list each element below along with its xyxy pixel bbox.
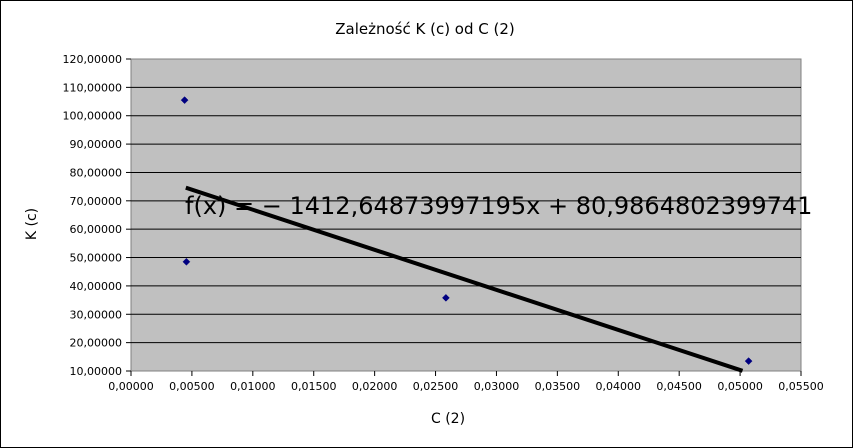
gridlines bbox=[131, 86, 801, 344]
x-tick-label: 0,00000 bbox=[108, 380, 154, 393]
y-axis-ticks: 10,00000 20,00000 30,00000 40,00000 50,00000… bbox=[63, 53, 131, 378]
x-tick-label: 0,04000 bbox=[596, 380, 642, 393]
x-tick-label: 0,02500 bbox=[413, 380, 459, 393]
y-tick-label: 100,00000 bbox=[63, 110, 123, 123]
y-tick-label: 40,00000 bbox=[70, 280, 123, 293]
x-tick-label: 0,04500 bbox=[656, 380, 702, 393]
data-points bbox=[180, 96, 753, 365]
y-axis-label: K (c) bbox=[24, 208, 40, 240]
y-tick-label: 20,00000 bbox=[70, 337, 123, 350]
x-tick-label: 0,05000 bbox=[717, 380, 763, 393]
y-tick-label: 80,00000 bbox=[70, 166, 123, 179]
plot-area bbox=[130, 58, 802, 372]
x-axis-ticks: 0,00000 0,00500 0,01000 0,01500 0,02000 0,025… bbox=[108, 371, 824, 393]
y-tick-label: 70,00000 bbox=[70, 195, 123, 208]
x-tick-label: 0,01500 bbox=[291, 380, 337, 393]
x-tick-label: 0,05500 bbox=[778, 380, 824, 393]
trendline-group bbox=[185, 185, 744, 373]
x-tick-label: 0,03500 bbox=[535, 380, 581, 393]
y-tick-label: 120,00000 bbox=[63, 53, 123, 66]
y-tick-label: 90,00000 bbox=[70, 138, 123, 151]
x-tick-label: 0,02000 bbox=[352, 380, 398, 393]
trendline-equation: f(x) = − 1412,64873997195x + 80,98648023… bbox=[185, 192, 812, 220]
data-point bbox=[180, 96, 189, 104]
x-tick-label: 0,00500 bbox=[169, 380, 215, 393]
data-point bbox=[744, 357, 753, 365]
y-tick-label: 50,00000 bbox=[70, 252, 123, 265]
data-point bbox=[182, 257, 191, 266]
y-tick-label: 10,00000 bbox=[70, 365, 123, 378]
chart-title: Zależność K (c) od C (2) bbox=[335, 20, 515, 38]
x-tick-label: 0,01000 bbox=[230, 380, 276, 393]
y-tick-label: 110,00000 bbox=[63, 81, 123, 94]
y-tick-label: 30,00000 bbox=[70, 308, 123, 321]
y-tick-label: 60,00000 bbox=[70, 223, 123, 236]
x-axis-label: C (2) bbox=[431, 411, 465, 427]
x-tick-label: 0,03000 bbox=[474, 380, 520, 393]
data-point bbox=[442, 293, 450, 302]
trendline bbox=[185, 185, 744, 373]
